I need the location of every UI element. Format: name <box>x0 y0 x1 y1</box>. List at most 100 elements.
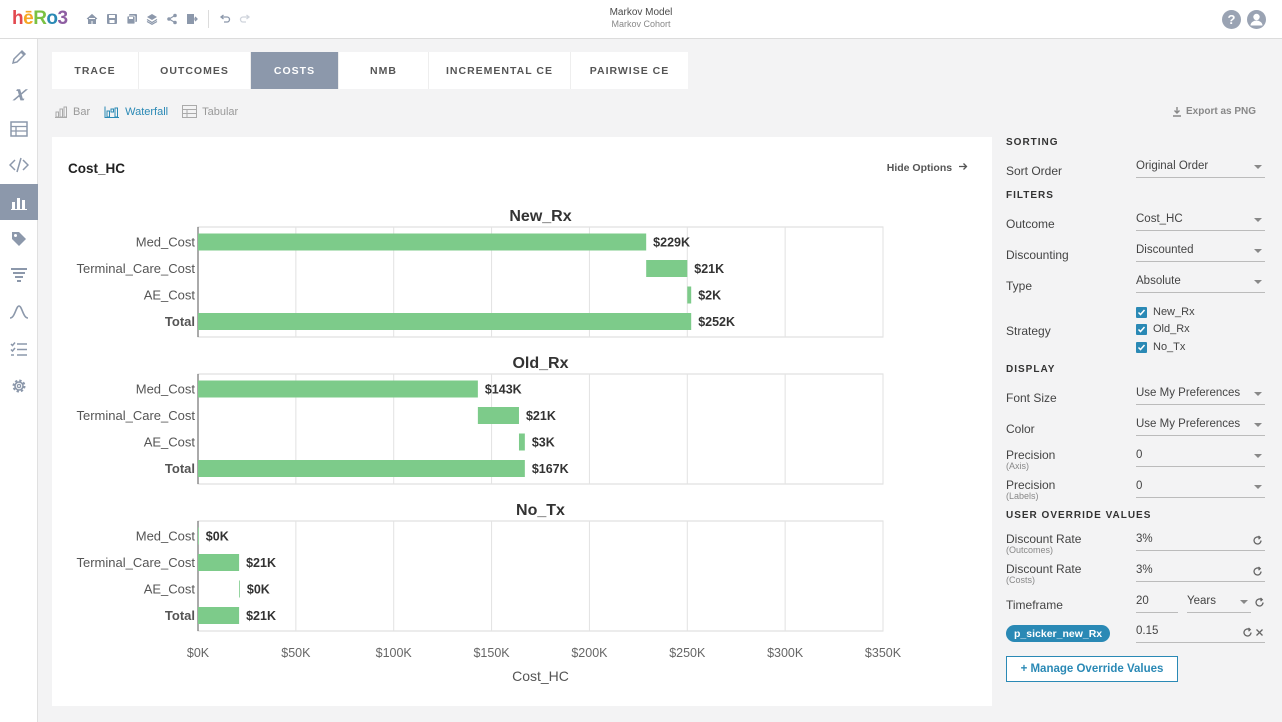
undo-icon[interactable] <box>215 10 235 28</box>
close-icon[interactable] <box>1255 628 1264 637</box>
sidebar-item-variables[interactable]: 𝑥 <box>0 75 38 111</box>
save-icon[interactable] <box>102 10 122 28</box>
type-select[interactable]: Absolute <box>1136 275 1265 293</box>
sidebar-item-edit[interactable] <box>0 39 38 75</box>
chevron-down-icon <box>1254 423 1262 427</box>
x-tick-label: $100K <box>376 646 413 660</box>
category-label: Terminal_Care_Cost <box>77 555 196 570</box>
tab-pairwise-ce[interactable]: PAIRWISE CE <box>589 64 670 77</box>
view-waterfall[interactable]: Waterfall <box>104 105 168 118</box>
pencil-icon <box>11 49 27 65</box>
chevron-down-icon <box>1254 485 1262 489</box>
user-avatar-icon[interactable] <box>1247 10 1266 29</box>
category-label: Med_Cost <box>136 382 196 397</box>
discount-rate-outcomes-title: Discount Rate <box>1006 532 1082 546</box>
reset-icon[interactable] <box>1252 566 1263 577</box>
strategy-checkbox-new-rx[interactable]: New_Rx <box>1136 306 1195 318</box>
export-icon[interactable] <box>182 10 202 28</box>
data-label: $167K <box>532 462 569 476</box>
view-bar-label: Bar <box>73 105 91 118</box>
tab-incremental-ce[interactable]: INCREMENTAL CE <box>429 52 571 89</box>
x-tick-label: $150K <box>473 646 510 660</box>
color-value: Use My Preferences <box>1136 418 1241 430</box>
sort-order-select[interactable]: Original Order <box>1136 160 1265 178</box>
color-select[interactable]: Use My Preferences <box>1136 418 1265 436</box>
font-size-select[interactable]: Use My Preferences <box>1136 387 1265 405</box>
view-tabular[interactable]: Tabular <box>182 105 238 118</box>
discount-rate-costs-input[interactable]: 3% <box>1136 564 1265 582</box>
timeframe-input[interactable]: 20 <box>1136 595 1178 613</box>
timeframe-value: 20 <box>1136 595 1149 607</box>
precision-labels-value: 0 <box>1136 480 1143 492</box>
timeframe-unit-select[interactable]: Years <box>1187 595 1251 613</box>
sidebar-item-distributions[interactable] <box>0 294 38 330</box>
sort-order-label: Sort Order <box>1006 164 1063 178</box>
tab-outcomes[interactable]: OUTCOMES <box>139 52 251 89</box>
help-icon[interactable]: ? <box>1222 10 1241 29</box>
font-size-label: Font Size <box>1006 391 1057 405</box>
strategy-no-tx-label: No_Tx <box>1153 341 1186 353</box>
view-waterfall-label: Waterfall <box>125 105 169 118</box>
outcome-select[interactable]: Cost_HC <box>1136 213 1265 231</box>
data-label: $2K <box>698 289 721 303</box>
sidebar: 𝑥 <box>0 39 38 722</box>
strategy-label: Strategy <box>1006 324 1051 338</box>
timeframe-label: Timeframe <box>1006 598 1063 612</box>
reset-icon[interactable] <box>1252 535 1263 546</box>
precision-axis-select[interactable]: 0 <box>1136 449 1265 467</box>
waterfall-bar <box>198 313 692 330</box>
precision-axis-label: Precision (Axis) <box>1006 448 1055 471</box>
outcome-value: Cost_HC <box>1136 213 1183 225</box>
x-tick-label: $50K <box>281 646 311 660</box>
reset-icon[interactable] <box>1242 627 1253 638</box>
bar-chart-icon <box>11 198 27 210</box>
sidebar-item-results[interactable] <box>0 184 38 220</box>
strategy-checkbox-old-rx[interactable]: Old_Rx <box>1136 323 1190 335</box>
chevron-down-icon <box>1254 218 1262 222</box>
share-icon[interactable] <box>162 10 182 28</box>
tab-trace[interactable]: TRACE <box>52 52 139 89</box>
tab-costs[interactable]: COSTS <box>251 52 339 89</box>
precision-labels-label: Precision (Labels) <box>1006 478 1055 501</box>
parameter-value: 0.15 <box>1136 625 1159 637</box>
x-axis-label: Cost_HC <box>512 668 569 684</box>
strategy-old-rx-label: Old_Rx <box>1153 323 1190 335</box>
code-icon <box>9 157 29 173</box>
chevron-down-icon <box>1254 249 1262 253</box>
sidebar-item-tables[interactable] <box>0 111 38 147</box>
bar-chart-icon <box>55 106 67 118</box>
redo-icon[interactable] <box>235 10 255 28</box>
tab-nmb[interactable]: NMB <box>339 52 429 89</box>
view-bar[interactable]: Bar <box>54 105 90 118</box>
strategy-checkbox-no-tx[interactable]: No_Tx <box>1136 341 1185 353</box>
tag-icon <box>12 232 26 246</box>
strategy-new-rx-label: New_Rx <box>1153 306 1195 318</box>
home-icon[interactable] <box>82 10 102 28</box>
data-label: $21K <box>694 262 724 276</box>
parameter-pill[interactable]: p_sicker_new_Rx <box>1006 625 1111 642</box>
reset-icon[interactable] <box>1254 597 1265 608</box>
checkbox-checked-icon <box>1136 341 1147 353</box>
logo-letter: 3 <box>57 8 69 29</box>
waterfall-chart-icon <box>104 106 120 118</box>
table-icon <box>182 105 198 118</box>
layers-icon[interactable] <box>142 10 162 28</box>
discount-rate-outcomes-input[interactable]: 3% <box>1136 533 1265 551</box>
export-png-button[interactable]: Export as PNG <box>1172 106 1256 117</box>
sidebar-item-settings[interactable] <box>0 368 38 404</box>
hide-options-button[interactable]: Hide Options <box>887 162 968 174</box>
top-bar: hēRo3 Markov Model Markov Cohort ? <box>0 0 1282 39</box>
sidebar-item-code[interactable] <box>0 147 38 183</box>
precision-labels-sub: (Labels) <box>1006 491 1039 501</box>
precision-labels-select[interactable]: 0 <box>1136 480 1265 498</box>
parameter-value-input[interactable]: 0.15 <box>1136 625 1265 643</box>
manage-override-values-button[interactable]: + Manage Override Values <box>1006 656 1178 682</box>
sidebar-item-filters[interactable] <box>0 257 38 293</box>
discounting-select[interactable]: Discounted <box>1136 244 1265 262</box>
results-tabs: TRACE OUTCOMES COSTS NMB INCREMENTAL CE … <box>52 52 688 89</box>
save-all-icon[interactable] <box>122 10 142 28</box>
app-logo[interactable]: hēRo3 <box>12 8 68 30</box>
sidebar-item-tags[interactable] <box>0 221 38 257</box>
x-tick-label: $0K <box>187 646 210 660</box>
sidebar-item-checklist[interactable] <box>0 331 38 367</box>
